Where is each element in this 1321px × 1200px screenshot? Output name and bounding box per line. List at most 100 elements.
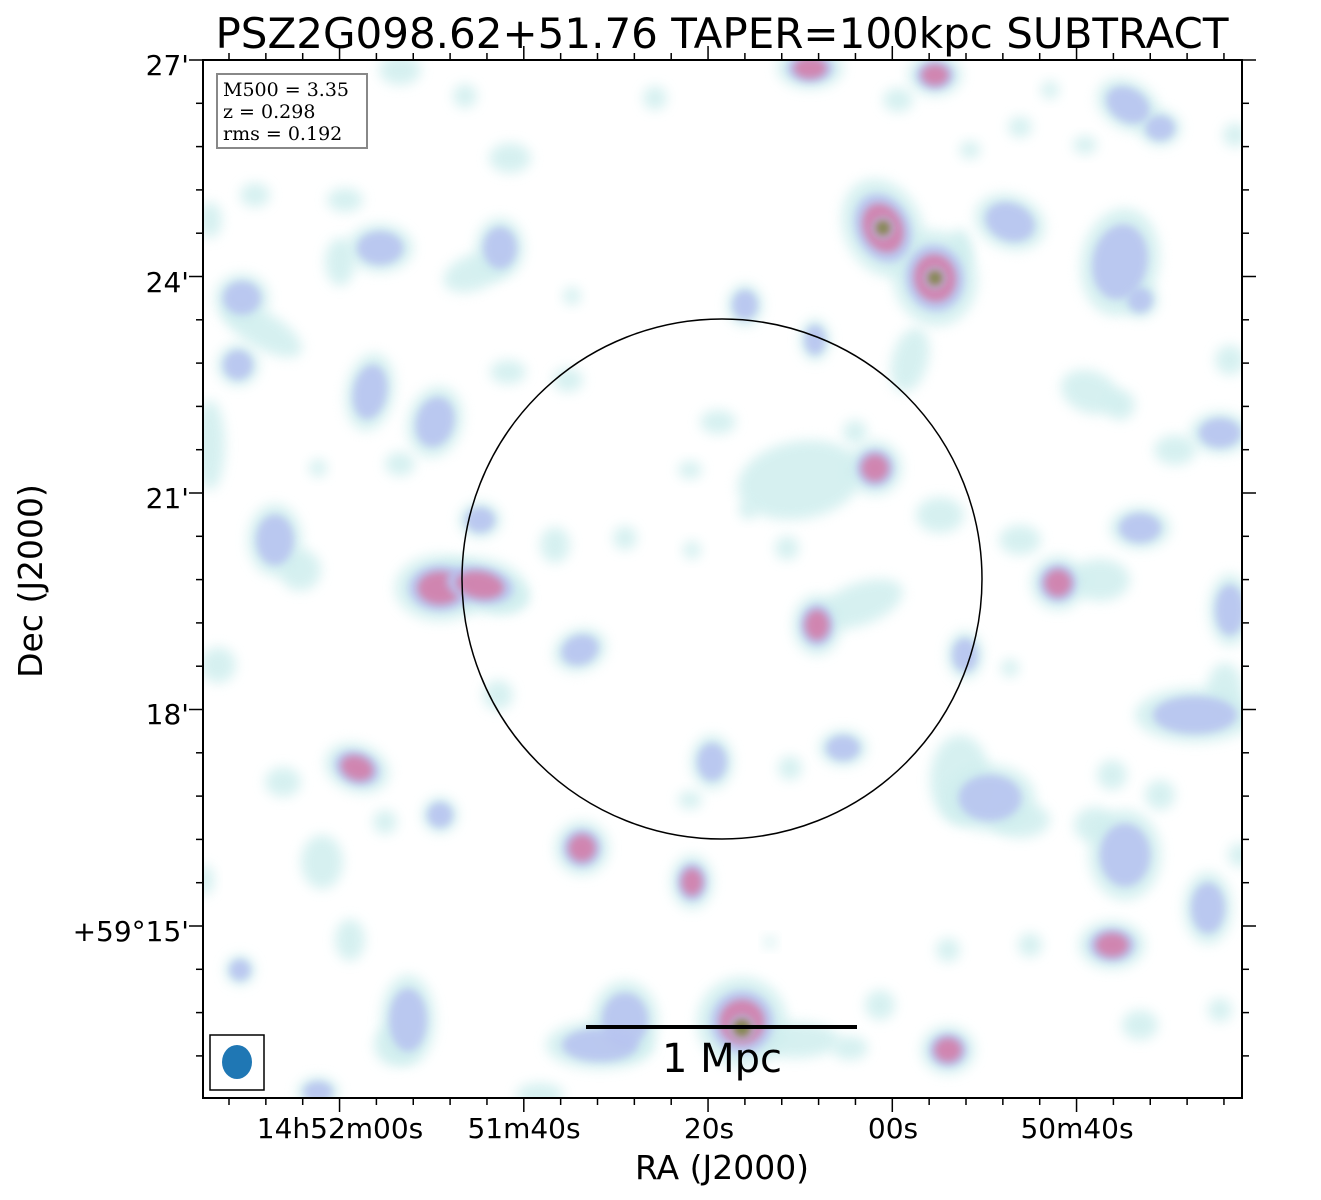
emission-blob <box>1215 345 1242 375</box>
emission-blob <box>959 141 981 159</box>
emission-blob <box>309 459 327 477</box>
emission-blob <box>750 1022 840 1058</box>
emission-blob <box>678 791 702 809</box>
emission-blob <box>389 988 427 1052</box>
emission-blob <box>861 454 889 482</box>
emission-blob <box>1095 933 1129 957</box>
emission-blob <box>1105 390 1135 420</box>
emission-blob <box>1122 1010 1158 1040</box>
emission-blob <box>999 525 1041 555</box>
emission-blob <box>490 360 526 384</box>
emission-blob <box>1127 287 1153 313</box>
emission-blob <box>1153 696 1237 734</box>
emission-blob <box>916 497 964 533</box>
emission-blob <box>1199 418 1241 448</box>
radio-emission <box>203 60 1242 1098</box>
emission-blob <box>613 526 637 550</box>
emission-blob <box>568 834 596 862</box>
emission-blob <box>817 578 903 630</box>
x-tick-label-51m40s: 51m40s <box>467 1112 580 1145</box>
emission-blob <box>732 290 758 320</box>
emission-blob <box>1145 115 1175 141</box>
x-tick-label-20s: 20s <box>684 1112 734 1145</box>
emission-blob <box>229 959 251 981</box>
scale-bar-label: 1 Mpc <box>662 1036 782 1082</box>
emission-blob <box>203 202 222 238</box>
emission-blob <box>203 865 214 895</box>
emission-blob <box>553 368 583 392</box>
emission-blob <box>739 501 757 519</box>
emission-blob <box>483 227 517 269</box>
emission-blob <box>303 1081 333 1098</box>
emission-blob <box>883 88 913 112</box>
emission-blob <box>890 327 930 393</box>
beam-ellipse <box>222 1045 252 1079</box>
emission-blob <box>265 767 301 797</box>
emission-blob <box>643 86 667 110</box>
tick-marks <box>189 46 1256 1112</box>
emission-blob <box>256 514 294 566</box>
y-tick-label-15: +59°15' <box>73 915 189 948</box>
y-axis-label: Dec (J2000) <box>11 484 50 678</box>
emission-blob <box>1154 435 1196 465</box>
emission-blob <box>681 868 703 896</box>
emission-blob <box>952 638 978 672</box>
emission-blob <box>453 84 477 108</box>
emission-blob <box>775 536 799 560</box>
emission-blob <box>928 271 942 285</box>
emission-blob <box>1070 559 1130 601</box>
emission-blob <box>804 325 826 355</box>
emission-blob <box>563 287 581 305</box>
emission-blob <box>340 755 374 781</box>
emission-blob <box>1092 224 1148 300</box>
y-tick-label-24: 24' <box>146 266 189 299</box>
emission-blob <box>301 835 343 889</box>
emission-blob <box>1145 780 1175 810</box>
emission-blob <box>936 938 960 962</box>
emission-blob <box>958 774 1022 822</box>
emission-blob <box>489 143 531 173</box>
emission-blob <box>1119 513 1161 543</box>
info-line-m500: M500 = 3.35 <box>223 79 349 101</box>
emission-blob <box>678 461 702 479</box>
emission-blob <box>1018 933 1042 957</box>
emission-blob <box>985 202 1035 242</box>
emission-blob <box>516 1083 564 1098</box>
emission-blob <box>203 647 236 683</box>
emission-blob <box>764 936 776 948</box>
emission-blob <box>1073 136 1097 154</box>
y-tick-label-27: 27' <box>146 49 189 82</box>
emission-blob <box>1060 369 1120 415</box>
emission-blob <box>483 680 513 710</box>
emission-blob <box>1001 659 1019 677</box>
emission-blob <box>373 810 397 834</box>
emission-blob <box>1191 882 1225 934</box>
beam-box <box>209 1034 265 1091</box>
emission-blob <box>793 60 827 79</box>
emission-blob <box>335 919 365 961</box>
emission-blob <box>222 302 302 358</box>
info-line-z: z = 0.298 <box>223 101 315 123</box>
emission-blob <box>1044 569 1072 597</box>
emission-blob <box>1208 998 1232 1022</box>
emission-blob <box>1041 81 1059 99</box>
emission-blob <box>697 743 727 781</box>
emission-blob <box>385 452 415 476</box>
emission-blob <box>805 610 829 640</box>
emission-blob <box>1223 123 1242 147</box>
emission-blob <box>778 756 802 780</box>
emission-blob <box>465 507 495 533</box>
emission-blob <box>456 571 504 599</box>
emission-blob <box>325 238 355 286</box>
emission-blob <box>223 281 261 315</box>
emission-blob <box>1099 823 1151 887</box>
y-tick-label-21: 21' <box>146 482 189 515</box>
info-box <box>216 73 368 149</box>
emission-blob <box>921 64 949 86</box>
emission-blob <box>279 549 321 591</box>
emission-blob <box>240 183 270 207</box>
emission-blob <box>1008 116 1032 138</box>
emission-blob <box>427 802 453 828</box>
emission-blob <box>415 397 455 447</box>
emission-blob <box>203 400 225 490</box>
